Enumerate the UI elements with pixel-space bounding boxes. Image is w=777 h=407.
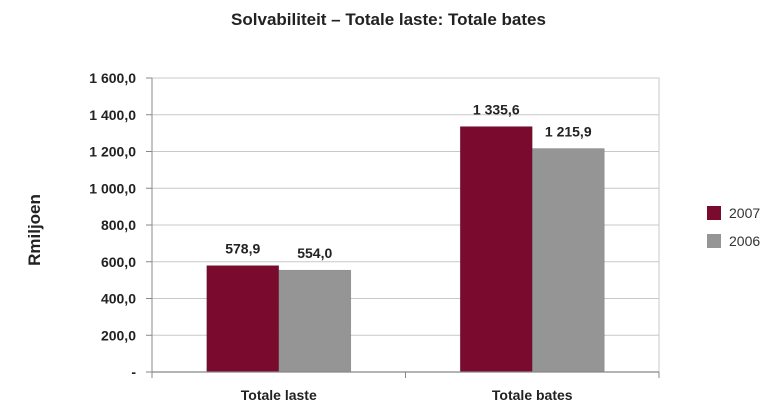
y-tick-label: 1 200,0 <box>89 144 136 160</box>
y-tick-label: - <box>131 364 136 380</box>
y-tick-label: 200,0 <box>101 327 136 343</box>
data-label: 1 215,9 <box>545 124 592 140</box>
x-tick-label: Totale bates <box>492 387 573 403</box>
data-labels: 578,9 554,0 1 335,6 1 215,9 <box>225 102 592 262</box>
x-axis: Totale laste Totale bates <box>151 371 660 403</box>
data-label: 554,0 <box>297 245 332 261</box>
legend-swatch-2007 <box>707 206 721 220</box>
legend-swatch-2006 <box>707 234 721 248</box>
y-tick-label: 600,0 <box>101 254 136 270</box>
bar-2006 <box>531 148 605 373</box>
legend-label-2006: 2006 <box>729 233 760 249</box>
bar-2007 <box>459 126 533 373</box>
y-tick-label: 800,0 <box>101 217 136 233</box>
legend: 2007 2006 <box>707 205 760 249</box>
y-axis: - 200,0 400,0 600,0 800,0 1 000,0 1 200,0 1 400… <box>89 70 153 380</box>
bar-2006 <box>278 269 352 373</box>
y-tick-label: 400,0 <box>101 291 136 307</box>
data-label: 1 335,6 <box>473 102 520 118</box>
bar-2007 <box>206 265 280 373</box>
legend-label-2007: 2007 <box>729 205 760 221</box>
data-label: 578,9 <box>225 241 260 257</box>
y-tick-label: 1 000,0 <box>89 180 136 196</box>
x-tick-label: Totale laste <box>241 387 317 403</box>
y-axis-label: Rmiljoen <box>25 194 44 266</box>
y-tick-label: 1 600,0 <box>89 70 136 86</box>
y-tick-label: 1 400,0 <box>89 107 136 123</box>
bars <box>206 126 605 373</box>
chart-title: Solvabiliteit – Totale laste: Totale bat… <box>231 10 546 29</box>
